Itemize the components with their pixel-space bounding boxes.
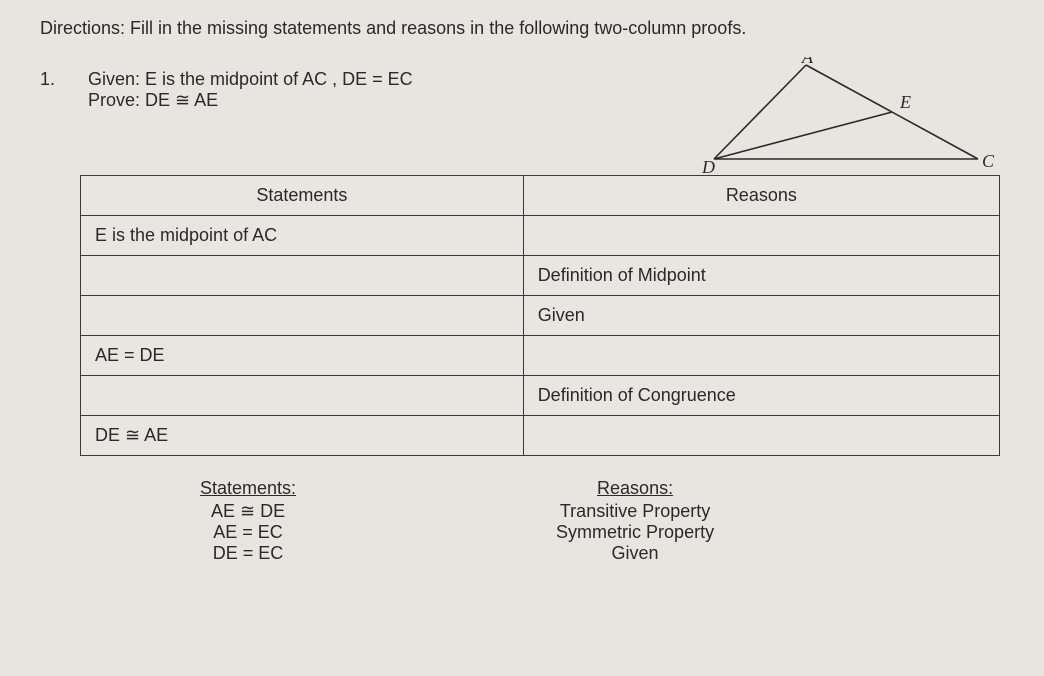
answer-bank: Statements: AE ≅ DE AE = EC DE = EC Reas… [200,478,1016,564]
statement-cell[interactable]: AE = DE [81,336,524,376]
reason-cell[interactable] [523,336,999,376]
given-text: Given: E is the midpoint of AC , DE = EC [88,69,676,90]
bank-statement-item: DE = EC [200,543,296,564]
question-number: 1. [40,57,68,90]
proof-table: Statements Reasons E is the midpoint of … [80,175,1000,456]
bank-statement-item: AE ≅ DE [200,501,296,522]
table-row: DE ≅ AE [81,416,1000,456]
statement-cell[interactable] [81,256,524,296]
reason-cell[interactable]: Given [523,296,999,336]
statement-cell[interactable] [81,296,524,336]
prove-text: Prove: DE ≅ AE [88,90,676,111]
bank-statements-col: Statements: AE ≅ DE AE = EC DE = EC [200,478,296,564]
label-E: E [899,92,911,112]
bank-reason-item: Transitive Property [556,501,714,522]
header-statements: Statements [81,176,524,216]
statement-cell[interactable]: E is the midpoint of AC [81,216,524,256]
table-row: Definition of Midpoint [81,256,1000,296]
diagram-lines [714,65,978,159]
table-row: E is the midpoint of AC [81,216,1000,256]
label-D: D [701,157,715,177]
bank-reason-item: Symmetric Property [556,522,714,543]
table-row: Definition of Congruence [81,376,1000,416]
problem-header-row: 1. Given: E is the midpoint of AC , DE =… [40,57,1016,177]
reason-cell[interactable] [523,416,999,456]
reason-cell[interactable] [523,216,999,256]
given-prove-block: Given: E is the midpoint of AC , DE = EC… [88,57,676,111]
label-A: A [801,57,814,67]
bank-statements-header: Statements: [200,478,296,499]
bank-reasons-col: Reasons: Transitive Property Symmetric P… [556,478,714,564]
label-C: C [982,151,995,171]
line-DE [714,112,892,159]
header-reasons: Reasons [523,176,999,216]
table-header-row: Statements Reasons [81,176,1000,216]
directions-text: Directions: Fill in the missing statemen… [40,18,1016,39]
statement-cell[interactable]: DE ≅ AE [81,416,524,456]
reason-cell[interactable]: Definition of Midpoint [523,256,999,296]
table-row: Given [81,296,1000,336]
statement-cell[interactable] [81,376,524,416]
line-AD [714,65,806,159]
table-row: AE = DE [81,336,1000,376]
bank-reason-item: Given [556,543,714,564]
reason-cell[interactable]: Definition of Congruence [523,376,999,416]
bank-reasons-header: Reasons: [556,478,714,499]
bank-statement-item: AE = EC [200,522,296,543]
triangle-diagram: A D C E [696,57,996,177]
